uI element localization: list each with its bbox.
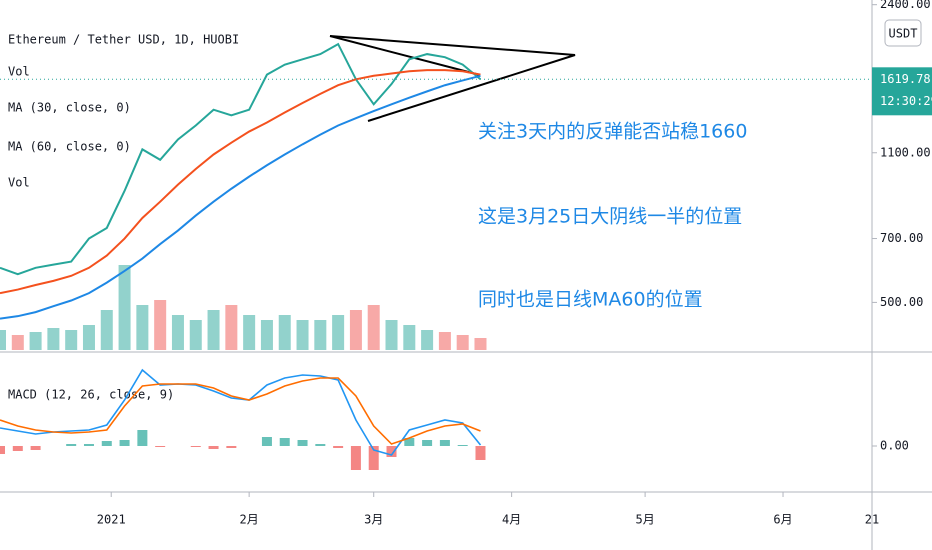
macd-histogram-bar bbox=[297, 440, 308, 446]
macd-histogram-bar bbox=[30, 446, 41, 450]
x-tick-label: 4月 bbox=[502, 513, 521, 527]
x-tick-label: 2021 bbox=[97, 513, 126, 527]
macd-histogram-bar bbox=[83, 444, 94, 446]
macd-histogram-bar bbox=[315, 444, 326, 446]
volume-bar bbox=[100, 310, 113, 350]
x-tick-label: 5月 bbox=[635, 513, 654, 527]
annotation: 同时也是日线MA60的位置 bbox=[478, 289, 703, 311]
volume-bar bbox=[385, 320, 398, 350]
volume-bar bbox=[367, 305, 380, 350]
macd-histogram-bar bbox=[475, 446, 486, 460]
x-tick-label: 3月 bbox=[364, 513, 383, 527]
macd-histogram-bar bbox=[66, 444, 77, 446]
macd-histogram-bar bbox=[279, 438, 290, 446]
last-price-tag bbox=[872, 67, 932, 116]
volume-bar bbox=[349, 310, 362, 350]
x-tick-label: 21 bbox=[865, 513, 879, 527]
macd-histogram-bar bbox=[119, 440, 130, 446]
volume-bar bbox=[47, 328, 60, 350]
volume-bar bbox=[65, 330, 78, 350]
x-tick-label: 6月 bbox=[773, 513, 792, 527]
volume-bar bbox=[225, 305, 238, 350]
volume-bar bbox=[207, 310, 220, 350]
volume-bar bbox=[403, 325, 416, 350]
volume-bar bbox=[296, 320, 309, 350]
y-tick-label: 2400.00 bbox=[880, 0, 931, 11]
volume-bar bbox=[332, 315, 345, 350]
macd-histogram-bar bbox=[404, 438, 415, 446]
currency-label: USDT bbox=[889, 27, 918, 41]
volume-bar bbox=[438, 332, 451, 350]
volume-bar bbox=[171, 315, 184, 350]
macd-histogram-bar bbox=[261, 437, 272, 446]
volume-bar bbox=[29, 332, 42, 350]
macd-histogram-bar bbox=[386, 446, 397, 457]
indicator-label: MA (60, close, 0) bbox=[8, 140, 131, 154]
volume-bar bbox=[278, 315, 291, 350]
volume-bar bbox=[456, 335, 469, 350]
last-price-label: 1619.78 bbox=[880, 72, 931, 86]
x-tick-label: 2月 bbox=[240, 513, 259, 527]
triangle-pattern bbox=[329, 35, 576, 122]
macd-histogram-bar bbox=[190, 446, 201, 447]
indicator-label: MA (30, close, 0) bbox=[8, 101, 131, 115]
macd-histogram-bar bbox=[439, 440, 450, 446]
countdown-label: 12:30:29 bbox=[880, 94, 932, 108]
volume-bar bbox=[474, 338, 487, 350]
macd-histogram-bar bbox=[350, 446, 361, 470]
annotation: 关注3天内的反弹能否站稳1660 bbox=[478, 121, 747, 143]
currency-badge[interactable] bbox=[884, 19, 922, 47]
y-tick-label: 1100.00 bbox=[880, 145, 931, 159]
volume-bar bbox=[243, 315, 256, 350]
y-tick-label: 0.00 bbox=[880, 439, 909, 453]
volume-bar bbox=[189, 320, 202, 350]
macd-histogram-bar bbox=[12, 446, 23, 451]
volume-bar bbox=[118, 265, 131, 350]
triangle-pattern bbox=[329, 35, 481, 76]
annotation: 这是3月25日大阴线一半的位置 bbox=[478, 206, 742, 228]
macd-histogram-bar bbox=[368, 446, 379, 470]
chart-title: Ethereum / Tether USD, 1D, HUOBI bbox=[8, 33, 239, 47]
macd-line bbox=[0, 377, 481, 445]
macd-label: MACD (12, 26, close, 9) bbox=[8, 388, 174, 402]
macd-histogram-bar bbox=[0, 446, 5, 454]
volume-bar bbox=[136, 305, 149, 350]
macd-histogram-bar bbox=[226, 446, 237, 448]
macd-histogram-bar bbox=[101, 441, 112, 446]
macd-line bbox=[0, 368, 482, 456]
volume-bar bbox=[0, 330, 6, 350]
macd-histogram-bar bbox=[333, 446, 344, 448]
macd-histogram-bar bbox=[137, 430, 148, 446]
volume-bar bbox=[154, 300, 167, 350]
indicator-label: Vol bbox=[8, 176, 30, 190]
y-tick-label: 700.00 bbox=[880, 231, 923, 245]
price-line bbox=[0, 74, 481, 320]
volume-bar bbox=[82, 325, 95, 350]
macd-histogram-bar bbox=[457, 445, 468, 446]
macd-histogram-bar bbox=[422, 440, 433, 446]
volume-bar bbox=[314, 320, 327, 350]
volume-bar bbox=[421, 330, 434, 350]
price-line bbox=[0, 69, 481, 295]
macd-histogram-bar bbox=[155, 446, 166, 447]
y-tick-label: 500.00 bbox=[880, 295, 923, 309]
volume-bar bbox=[11, 335, 24, 350]
volume-bar bbox=[260, 320, 273, 350]
macd-histogram-bar bbox=[208, 446, 219, 449]
indicator-label: Vol bbox=[8, 65, 30, 79]
